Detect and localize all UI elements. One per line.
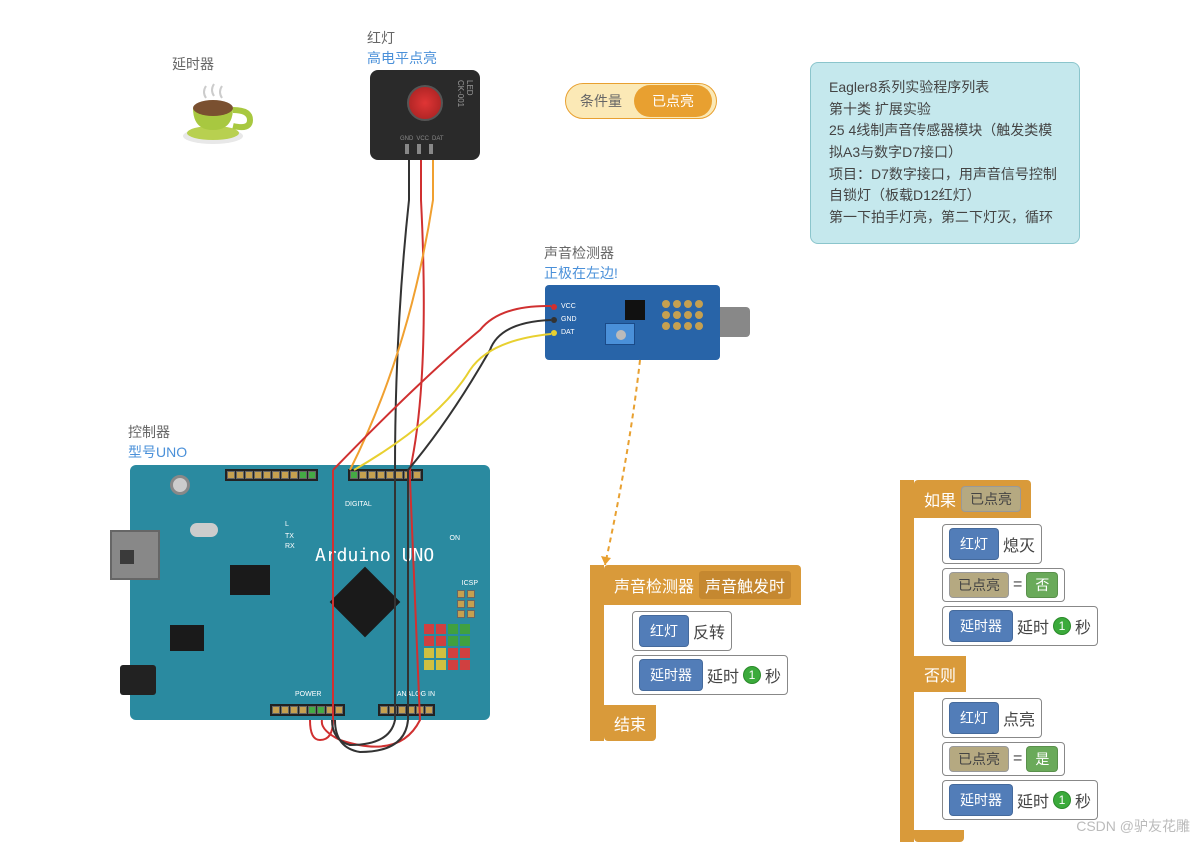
controller-subtitle: 型号UNO [128,442,187,462]
block-header: 声音检测器 声音触发时 [604,565,801,605]
info-line: 25 4线制声音传感器模块（触发类模拟A3与数字D7接口） [829,120,1061,163]
sound-subtitle: 正极在左边! [544,263,618,283]
mcu-chip-icon [330,567,401,638]
condition-value: 已点亮 [634,85,712,117]
code-block-if-else: 如果 已点亮 红灯 熄灭 已点亮 = 否 延时器 延时 [900,480,1098,842]
microphone-icon [720,307,750,337]
info-line: Eagler8系列实验程序列表 [829,77,1061,99]
block-action: 红灯 反转 [632,611,732,651]
coffee-cup-icon [178,78,258,153]
else-header: 否则 [914,656,966,692]
led-module: LED CK-001 GND VCC DAT [370,70,480,160]
led-subtitle: 高电平点亮 [367,48,437,68]
info-box: Eagler8系列实验程序列表 第十类 扩展实验 25 4线制声音传感器模块（触… [810,62,1080,244]
led-light-icon [407,85,443,121]
code-block-sound-trigger: 声音检测器 声音触发时 红灯 反转 延时器 延时 1 秒 结束 [590,565,801,741]
watermark: CSDN @驴友花雕 [1076,816,1190,836]
block-action: 红灯 熄灭 [942,524,1042,564]
block-footer: 结束 [604,705,656,741]
info-line: 第十类 扩展实验 [829,99,1061,121]
arduino-board: Arduino UNO DIGITAL ANALOG IN POWER ON I… [130,465,490,720]
info-line: 项目：D7数字接口，用声音信号控制自锁灯（板载D12红灯） [829,164,1061,207]
usb-port-icon [110,530,160,580]
if-header: 如果 已点亮 [914,480,1031,518]
power-jack-icon [120,665,156,695]
reset-button-icon [170,475,190,495]
block-assign: 已点亮 = 是 [942,742,1065,776]
block-assign: 已点亮 = 否 [942,568,1065,602]
block-action: 延时器 延时 1 秒 [942,606,1098,646]
board-name: Arduino UNO [315,545,434,566]
condition-badge: 条件量 已点亮 [565,83,717,119]
info-line: 第一下拍手灯亮，第二下灯灭，循环 [829,207,1061,229]
block-action: 红灯 点亮 [942,698,1042,738]
condition-label: 条件量 [580,91,622,111]
delay-timer-label: 延时器 [172,54,214,74]
sound-label: 声音检测器 [544,243,614,263]
block-action: 延时器 延时 1 秒 [942,780,1098,820]
led-chip-text: LED CK-001 [456,80,474,107]
block-action: 延时器 延时 1 秒 [632,655,788,695]
controller-label: 控制器 [128,422,170,442]
sound-sensor-module: VCC GND DAT [545,285,720,360]
led-label: 红灯 [367,28,395,48]
